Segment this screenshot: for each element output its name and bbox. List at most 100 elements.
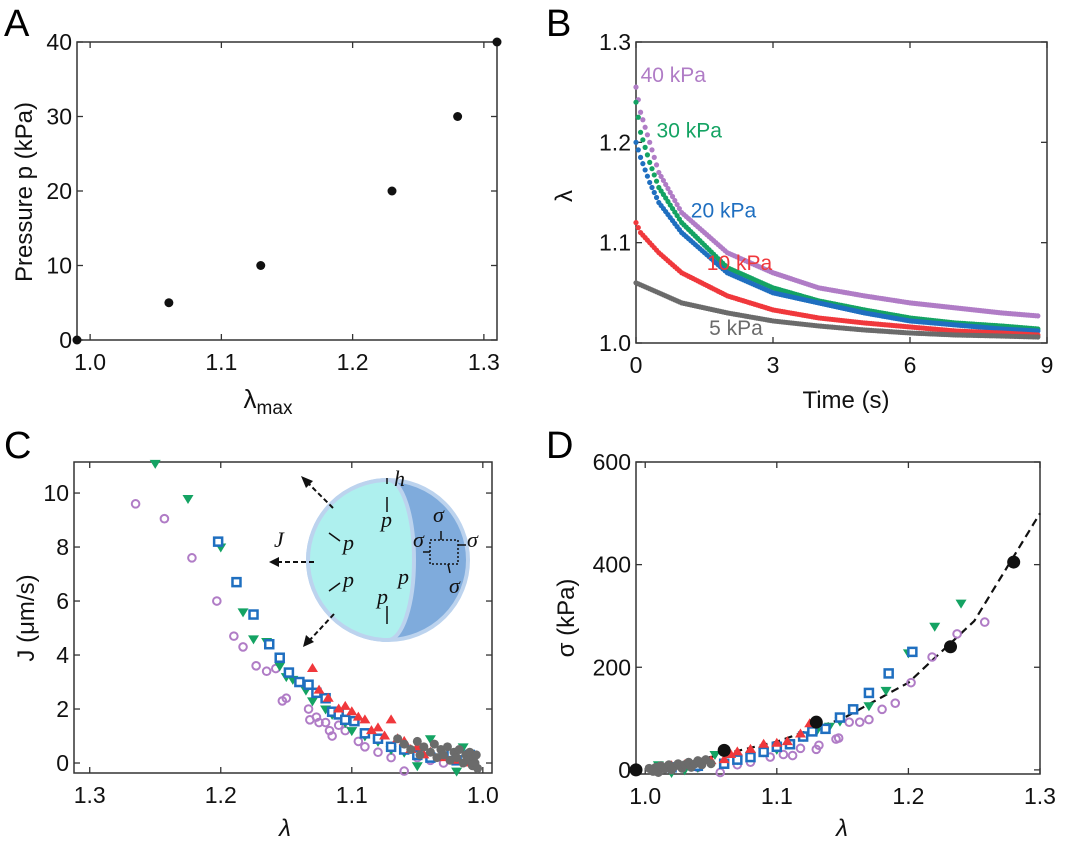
c-ytick-label: 6 (56, 588, 69, 614)
b-data-point (1035, 313, 1041, 319)
a-data-point (387, 186, 397, 196)
thickness-label: h (394, 466, 405, 491)
c-data-point (442, 742, 452, 752)
panel-label-b: B (546, 3, 571, 45)
c-data-point (159, 513, 170, 524)
c-data-point (349, 715, 360, 727)
c-series-4 (393, 734, 483, 773)
d-data-point (717, 743, 731, 757)
c-data-point (425, 747, 435, 757)
d-data-point (795, 743, 806, 754)
d-data-point (781, 736, 793, 746)
b-data-point (658, 173, 664, 180)
d-data-point (927, 652, 937, 662)
panel-c: 1.3 1.2 1.1 1.0 0 2 4 6 8 10 (43, 459, 499, 808)
c-data-point (419, 742, 429, 752)
c-data-point (415, 750, 425, 760)
c-data-point (393, 734, 403, 744)
b-series-label: 40 kPa (641, 64, 707, 87)
a-xlabel: λmax (244, 384, 293, 419)
b-data-point (651, 154, 657, 160)
d-data-point (758, 746, 769, 758)
b-xtick-label: 9 (1041, 352, 1054, 378)
a-ytick-label: 0 (59, 327, 72, 353)
a-xlabel-sub: max (257, 398, 293, 419)
b-data-point (637, 129, 644, 135)
d-data-point (907, 646, 918, 658)
arrowheads (269, 476, 314, 647)
c-data-point (130, 499, 141, 509)
d-data-point (778, 749, 789, 760)
arrowhead-icon (269, 557, 279, 567)
panel-a: 1.0 1.1 1.2 1.3 0 10 20 30 40 (46, 29, 502, 375)
c-data-point (360, 742, 370, 752)
b-data-point (649, 184, 655, 191)
c-data-point (424, 735, 436, 745)
d-data-point (864, 714, 874, 725)
c-data-point (385, 714, 397, 724)
d-data-point (807, 726, 818, 737)
c-data-point (251, 661, 261, 671)
a-ytick-label: 30 (46, 104, 72, 130)
stress-label: σ (467, 527, 479, 552)
c-data-point (237, 608, 249, 618)
d-series-4 (644, 755, 716, 777)
d-data-point (744, 743, 756, 753)
c-data-point (346, 706, 358, 716)
b-data-point (647, 139, 653, 145)
a-ytick-label: 40 (46, 29, 72, 55)
c-data-point (439, 750, 449, 760)
flux-arrow-up-left (305, 480, 334, 509)
b-data-point (665, 185, 671, 192)
membrane-sphere-schematic: J h p p p p p⃗ σ σ σ σ (269, 466, 479, 647)
b-series-label: 10 kPa (707, 252, 773, 275)
c-data-point (281, 693, 292, 704)
a-axes-box (76, 41, 498, 341)
d-data-point (811, 744, 822, 755)
b-xtick-label: 3 (767, 352, 780, 378)
c-xtick-label: 1.2 (205, 782, 237, 808)
a-xlabel-main: λ (244, 384, 257, 414)
c-data-point (379, 730, 391, 740)
panel-d: 1.0 1.1 1.2 1.3 0 200 400 600 (593, 449, 1056, 809)
b-data-point (663, 181, 669, 188)
c-data-point (333, 720, 344, 731)
panel-label-a: A (4, 3, 30, 45)
c-data-point (149, 459, 161, 469)
a-data-point (72, 335, 82, 345)
b-series-label: 20 kPa (691, 200, 757, 223)
c-data-point (339, 700, 351, 710)
c-series-2 (212, 536, 475, 766)
c-data-point (365, 725, 377, 735)
a-data-point (453, 112, 463, 121)
d-data-point (715, 767, 726, 778)
d-xtick-label: 1.0 (629, 783, 661, 809)
pressure-label: p (375, 584, 388, 609)
c-data-point (303, 704, 314, 714)
a-data-point (256, 261, 266, 270)
b-axes-box (635, 41, 1048, 344)
b-series-5-kpa: 5 kPa (633, 280, 1041, 340)
stress-label: σ (449, 573, 461, 598)
b-data-point (653, 162, 660, 168)
pressure-vector-label: p⃗ (396, 564, 426, 589)
c-data-point (454, 745, 464, 755)
c-data-point (451, 767, 463, 777)
c-data-point (333, 703, 345, 713)
panel-label-d: D (546, 425, 573, 467)
d-ytick-label: 0 (618, 757, 631, 783)
d-data-point (648, 766, 658, 776)
b-series-30-kpa: 30 kPa (633, 99, 1041, 332)
sphere-fluid-section (306, 477, 416, 643)
b-data-point (633, 84, 639, 90)
b-data-point (1035, 328, 1041, 334)
d-data-point (955, 599, 967, 609)
b-data-point (635, 114, 641, 120)
b-data-point (642, 167, 648, 173)
c-data-point (248, 609, 259, 620)
d-data-point (629, 763, 643, 777)
a-ytick-label: 10 (46, 253, 72, 279)
d-data-point (847, 704, 859, 715)
c-data-point (411, 762, 423, 772)
